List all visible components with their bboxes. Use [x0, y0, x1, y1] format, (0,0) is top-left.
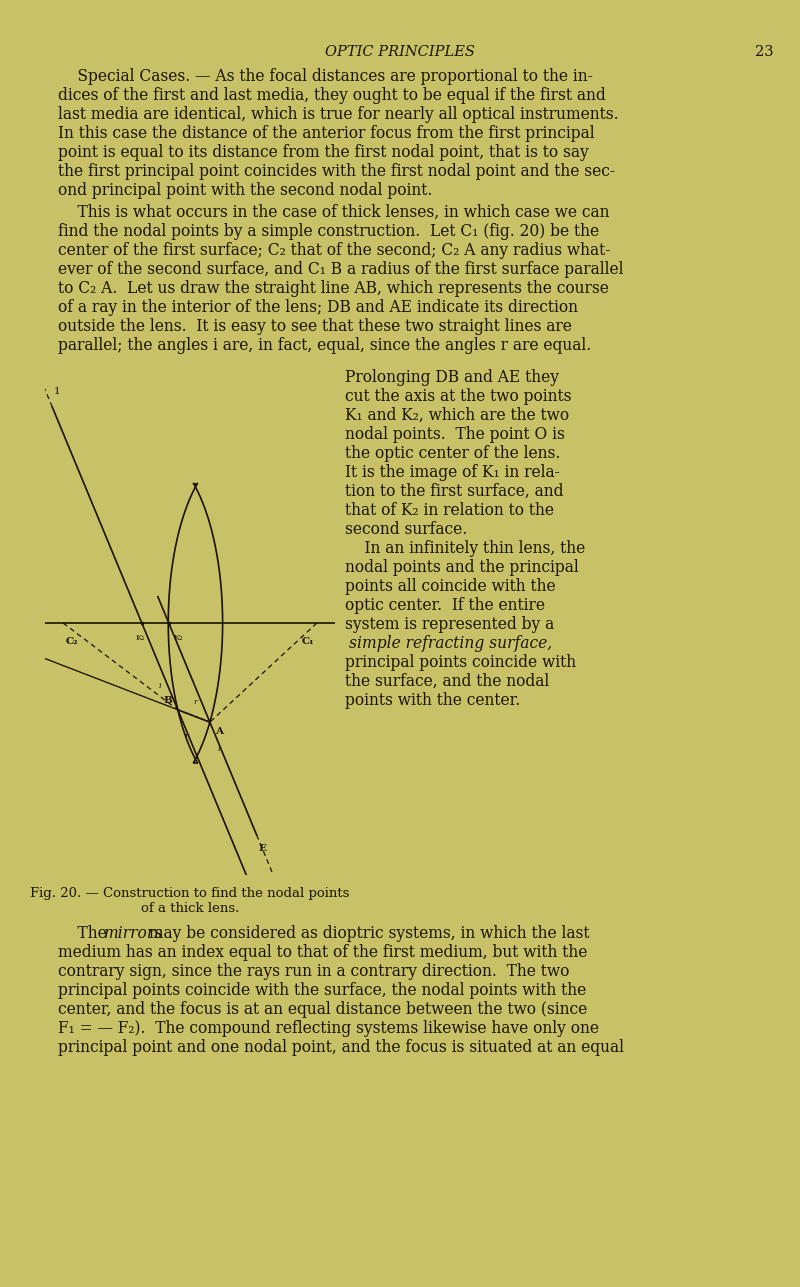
Text: points with the center.: points with the center. — [345, 692, 520, 709]
Text: Special Cases. — As the focal distances are proportional to the in-: Special Cases. — As the focal distances … — [58, 68, 593, 85]
Text: 1: 1 — [54, 387, 61, 396]
Text: mirrors: mirrors — [104, 925, 163, 942]
Text: Fig. 20. — Construction to find the nodal points: Fig. 20. — Construction to find the noda… — [30, 887, 350, 900]
Text: of a ray in the interior of the lens; DB and AE indicate its direction: of a ray in the interior of the lens; DB… — [58, 299, 578, 317]
Text: parallel; the angles i are, in fact, equal, since the angles r are equal.: parallel; the angles i are, in fact, equ… — [58, 337, 591, 354]
Text: find the nodal points by a simple construction.  Let C₁ (fig. 20) be the: find the nodal points by a simple constr… — [58, 223, 599, 239]
Text: may be considered as dioptric systems, in which the last: may be considered as dioptric systems, i… — [144, 925, 590, 942]
Text: that of K₂ in relation to the: that of K₂ in relation to the — [345, 502, 554, 519]
Text: 23: 23 — [755, 45, 774, 59]
Text: optic center.  If the entire: optic center. If the entire — [345, 597, 545, 614]
Text: K₁: K₁ — [135, 633, 145, 642]
Text: i: i — [218, 745, 221, 753]
Text: Prolonging DB and AE they: Prolonging DB and AE they — [345, 369, 559, 386]
Text: In an infinitely thin lens, the: In an infinitely thin lens, the — [345, 541, 586, 557]
Text: tion to the first surface, and: tion to the first surface, and — [345, 483, 563, 501]
Text: to C₂ A.  Let us draw the straight line AB, which represents the course: to C₂ A. Let us draw the straight line A… — [58, 281, 609, 297]
Text: i: i — [159, 682, 162, 690]
Text: r: r — [184, 732, 188, 740]
Text: the surface, and the nodal: the surface, and the nodal — [345, 673, 550, 690]
Text: principal points coincide with: principal points coincide with — [345, 654, 576, 671]
Text: medium has an index equal to that of the first medium, but with the: medium has an index equal to that of the… — [58, 943, 587, 961]
Text: the optic center of the lens.: the optic center of the lens. — [345, 445, 560, 462]
Text: A: A — [215, 727, 223, 736]
Text: C₁: C₁ — [302, 637, 314, 646]
Text: It is the image of K₁ in rela-: It is the image of K₁ in rela- — [345, 465, 560, 481]
Text: cut the axis at the two points: cut the axis at the two points — [345, 387, 571, 405]
Text: In this case the distance of the anterior focus from the first principal: In this case the distance of the anterio… — [58, 125, 594, 142]
Text: point is equal to its distance from the first nodal point, that is to say: point is equal to its distance from the … — [58, 144, 589, 161]
Text: ever of the second surface, and C₁ B a radius of the first surface parallel: ever of the second surface, and C₁ B a r… — [58, 261, 623, 278]
Text: E: E — [258, 844, 266, 853]
Text: system is represented by a: system is represented by a — [345, 616, 554, 633]
Text: nodal points and the principal: nodal points and the principal — [345, 559, 578, 577]
Text: K₂: K₂ — [173, 633, 182, 642]
Text: The: The — [58, 925, 112, 942]
Text: simple refracting surface,: simple refracting surface, — [349, 634, 552, 653]
Text: outside the lens.  It is easy to see that these two straight lines are: outside the lens. It is easy to see that… — [58, 318, 572, 335]
Text: nodal points.  The point O is: nodal points. The point O is — [345, 426, 565, 443]
Text: r: r — [193, 698, 197, 707]
Text: center of the first surface; C₂ that of the second; C₂ A any radius what-: center of the first surface; C₂ that of … — [58, 242, 610, 259]
Text: last media are identical, which is true for nearly all optical instruments.: last media are identical, which is true … — [58, 106, 618, 124]
Text: principal points coincide with the surface, the nodal points with the: principal points coincide with the surfa… — [58, 982, 586, 999]
Text: of a thick lens.: of a thick lens. — [141, 902, 239, 915]
Text: dices of the first and last media, they ought to be equal if the first and: dices of the first and last media, they … — [58, 88, 606, 104]
Text: OPTIC PRINCIPLES: OPTIC PRINCIPLES — [325, 45, 475, 59]
Text: contrary sign, since the rays run in a contrary direction.  The two: contrary sign, since the rays run in a c… — [58, 963, 570, 979]
Text: This is what occurs in the case of thick lenses, in which case we can: This is what occurs in the case of thick… — [58, 205, 610, 221]
Text: points all coincide with the: points all coincide with the — [345, 578, 556, 595]
Text: B: B — [163, 696, 172, 705]
Text: center, and the focus is at an equal distance between the two (since: center, and the focus is at an equal dis… — [58, 1001, 587, 1018]
Text: principal point and one nodal point, and the focus is situated at an equal: principal point and one nodal point, and… — [58, 1039, 624, 1057]
Text: C₂: C₂ — [66, 637, 78, 646]
Text: F₁ = — F₂).  The compound reflecting systems likewise have only one: F₁ = — F₂). The compound reflecting syst… — [58, 1021, 599, 1037]
Text: ond principal point with the second nodal point.: ond principal point with the second noda… — [58, 181, 432, 199]
Text: K₁ and K₂, which are the two: K₁ and K₂, which are the two — [345, 407, 569, 423]
Text: second surface.: second surface. — [345, 521, 467, 538]
Text: the first principal point coincides with the first nodal point and the sec-: the first principal point coincides with… — [58, 163, 615, 180]
